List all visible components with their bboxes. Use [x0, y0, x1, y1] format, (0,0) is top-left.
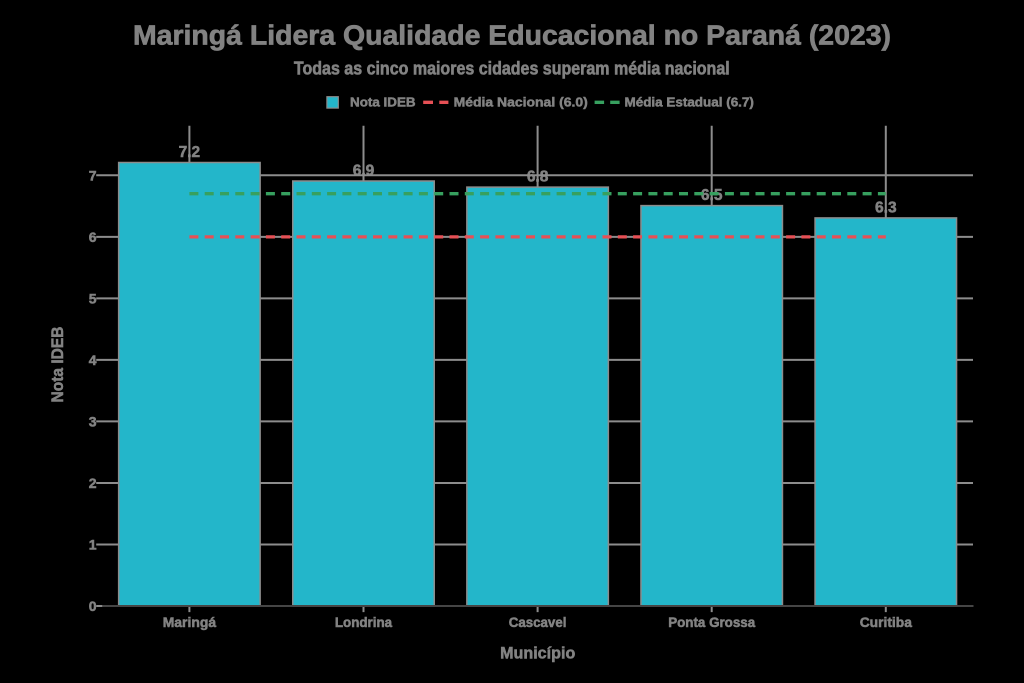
svg-text:Nota IDEB: Nota IDEB: [350, 95, 416, 109]
svg-text:6: 6: [89, 229, 97, 245]
svg-text:4: 4: [89, 352, 97, 368]
svg-text:Nota IDEB: Nota IDEB: [48, 327, 67, 403]
svg-text:1: 1: [89, 537, 97, 553]
svg-text:3: 3: [89, 413, 97, 429]
svg-text:Maringá: Maringá: [163, 614, 217, 630]
svg-text:0: 0: [89, 598, 97, 614]
svg-text:2: 2: [89, 475, 97, 491]
svg-text:Média Estadual (6.7): Média Estadual (6.7): [625, 95, 754, 109]
svg-text:Todas as cinco maiores cidades: Todas as cinco maiores cidades superam m…: [294, 58, 730, 79]
svg-text:Cascavel: Cascavel: [509, 614, 567, 630]
svg-text:Curitiba: Curitiba: [860, 614, 912, 630]
svg-text:Município: Município: [500, 643, 575, 662]
svg-text:7: 7: [89, 167, 97, 183]
svg-text:Londrina: Londrina: [335, 614, 392, 630]
svg-text:Ponta Grossa: Ponta Grossa: [668, 614, 755, 630]
svg-text:Média Nacional (6.0): Média Nacional (6.0): [454, 95, 588, 109]
svg-text:5: 5: [89, 290, 97, 306]
svg-text:Maringá Lidera Qualidade Educa: Maringá Lidera Qualidade Educacional no …: [133, 20, 891, 51]
